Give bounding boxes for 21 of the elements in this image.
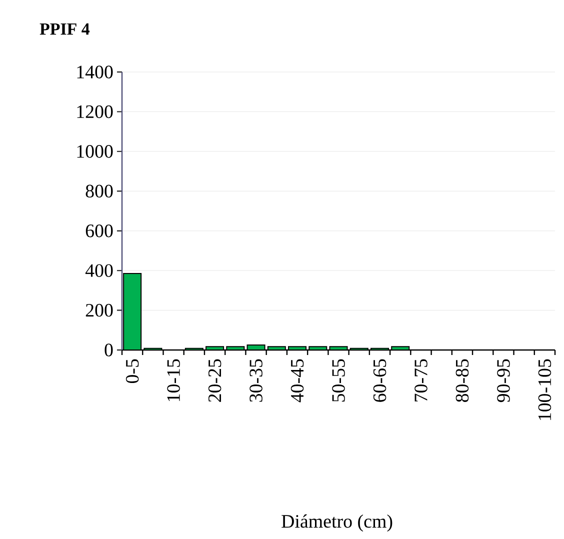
y-tick-label: 1200: [77, 105, 113, 118]
x-tick-label: 40-45: [290, 359, 304, 402]
y-tick-label: 600: [86, 224, 113, 238]
y-tick-label: 1000: [77, 145, 113, 158]
y-tick-label: 200: [86, 304, 113, 317]
x-tick-label: 10-15: [167, 359, 180, 402]
y-tick-label: 400: [85, 264, 113, 277]
x-tick-label: 0-5: [126, 359, 139, 384]
chart-title: PPIF 4: [40, 23, 90, 35]
y-tick-label: 800: [86, 184, 113, 198]
x-axis-title: Diámetro (cm): [282, 514, 392, 532]
x-tick-label: 80-85: [456, 359, 469, 402]
x-tick-label: 90-95: [497, 359, 510, 402]
x-tick-label: 20-25: [208, 359, 222, 402]
x-tick-label: 70-75: [414, 359, 428, 402]
x-tick-label: 60-65: [373, 359, 386, 402]
y-tick-label: 0: [104, 344, 113, 356]
x-tick-label: 30-35: [250, 359, 262, 402]
y-tick-label: 1400: [77, 66, 113, 78]
x-tick-label: 50-55: [332, 359, 345, 402]
x-tick-label: 100-105: [538, 359, 552, 420]
